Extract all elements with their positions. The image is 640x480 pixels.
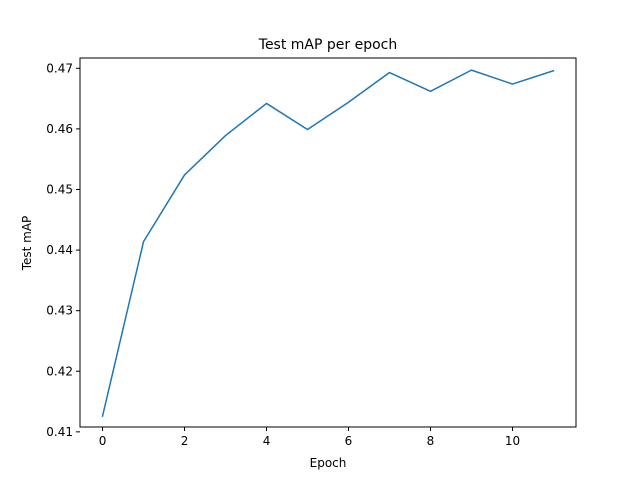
x-tick-label: 2 — [181, 434, 189, 448]
y-tick-label: 0.46 — [46, 122, 73, 136]
y-axis-label: Test mAP — [20, 216, 34, 272]
x-tick-label: 6 — [345, 434, 353, 448]
x-tick-label: 10 — [505, 434, 520, 448]
plot-area — [79, 57, 577, 428]
y-tick-label: 0.44 — [46, 243, 73, 257]
x-tick-label: 8 — [427, 434, 435, 448]
axes-frame — [79, 57, 577, 428]
y-tick-label: 0.45 — [46, 182, 73, 196]
chart-title: Test mAP per epoch — [258, 37, 397, 53]
y-tick-label: 0.42 — [46, 364, 73, 378]
y-tick-label: 0.43 — [46, 304, 73, 318]
x-tick-label: 4 — [263, 434, 271, 448]
y-axis: 0.41 0.42 0.43 0.44 0.45 0.46 0.47 — [46, 61, 80, 439]
y-tick-label: 0.47 — [46, 61, 73, 75]
x-tick-label: 0 — [99, 434, 107, 448]
x-axis: 0 2 4 6 8 10 — [99, 427, 520, 448]
series-line-0 — [101, 69, 555, 417]
x-axis-label: Epoch — [310, 456, 347, 470]
y-tick-label: 0.41 — [46, 425, 73, 439]
